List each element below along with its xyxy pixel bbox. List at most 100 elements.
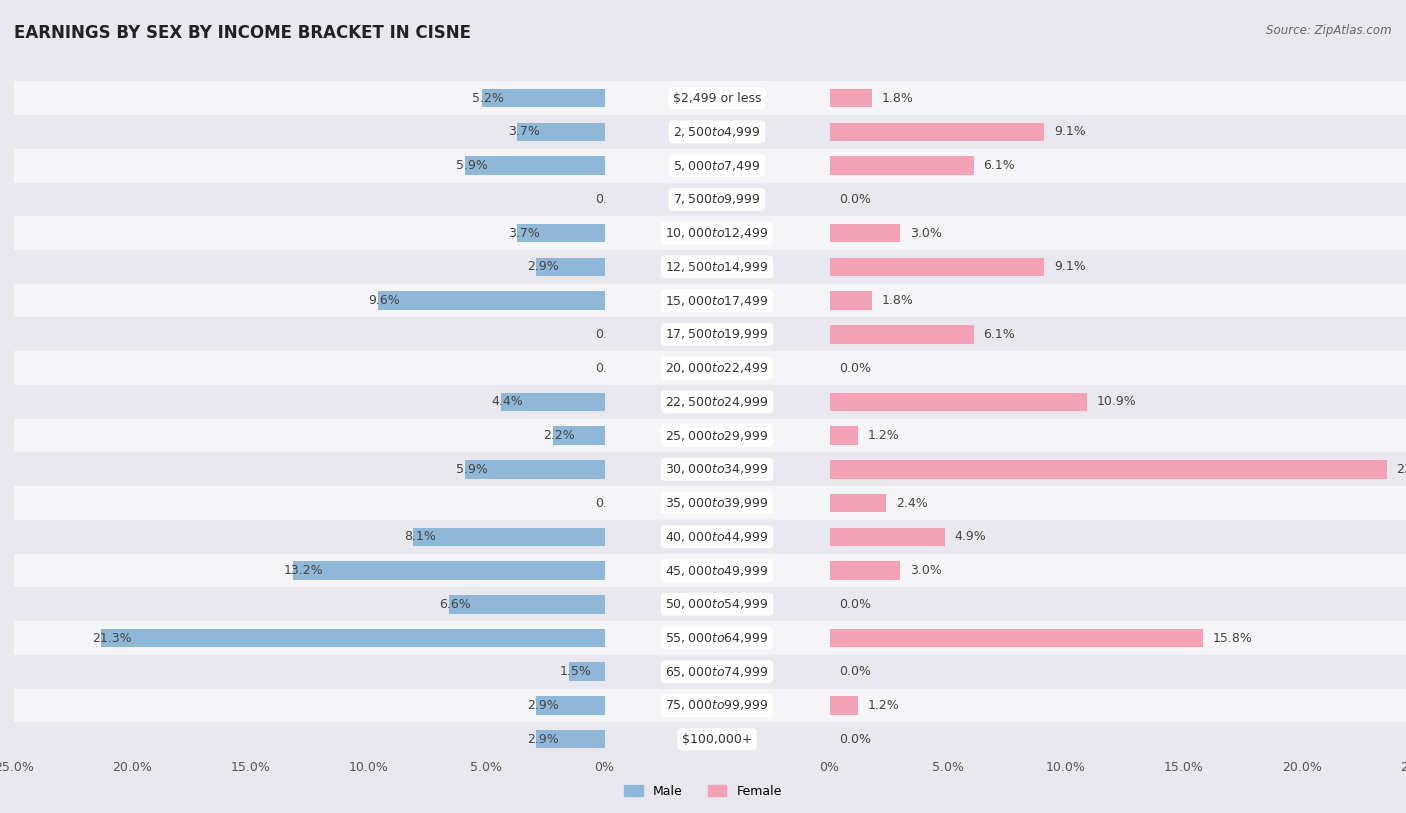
Text: 1.8%: 1.8% bbox=[882, 92, 914, 105]
Bar bbox=[830, 149, 1406, 182]
Bar bbox=[830, 520, 1406, 554]
Text: $10,000 to $12,499: $10,000 to $12,499 bbox=[665, 226, 769, 240]
Text: 1.2%: 1.2% bbox=[868, 699, 898, 712]
Bar bbox=[830, 317, 1406, 351]
Bar bbox=[605, 554, 830, 587]
Bar bbox=[605, 182, 830, 216]
Text: $75,000 to $99,999: $75,000 to $99,999 bbox=[665, 698, 769, 712]
Text: 23.6%: 23.6% bbox=[1396, 463, 1406, 476]
Bar bbox=[465, 156, 605, 175]
Bar bbox=[536, 730, 605, 749]
Bar bbox=[14, 284, 605, 317]
Bar bbox=[830, 452, 1406, 486]
Bar bbox=[605, 351, 830, 385]
Bar bbox=[830, 628, 1202, 647]
Bar bbox=[378, 291, 605, 310]
Text: 9.1%: 9.1% bbox=[1054, 125, 1085, 138]
Bar bbox=[830, 351, 1406, 385]
Text: 0.0%: 0.0% bbox=[595, 193, 627, 206]
Bar bbox=[830, 621, 1406, 655]
Text: $25,000 to $29,999: $25,000 to $29,999 bbox=[665, 428, 769, 442]
Bar bbox=[830, 587, 1406, 621]
Bar bbox=[605, 520, 830, 554]
Bar bbox=[14, 520, 605, 554]
Text: 6.1%: 6.1% bbox=[983, 159, 1015, 172]
Bar bbox=[605, 587, 830, 621]
Bar bbox=[605, 722, 830, 756]
Text: 10.9%: 10.9% bbox=[1097, 395, 1136, 408]
Bar bbox=[482, 89, 605, 107]
Bar bbox=[536, 258, 605, 276]
Bar bbox=[830, 493, 886, 512]
Bar bbox=[14, 554, 605, 587]
Text: $15,000 to $17,499: $15,000 to $17,499 bbox=[665, 293, 769, 307]
Bar bbox=[14, 115, 605, 149]
Bar bbox=[605, 149, 830, 182]
Text: 5.9%: 5.9% bbox=[456, 463, 488, 476]
Text: $7,500 to $9,999: $7,500 to $9,999 bbox=[673, 193, 761, 207]
Bar bbox=[517, 224, 605, 242]
Text: 2.9%: 2.9% bbox=[527, 733, 558, 746]
Bar bbox=[517, 123, 605, 141]
Bar bbox=[605, 486, 830, 520]
Bar bbox=[14, 351, 605, 385]
Text: Source: ZipAtlas.com: Source: ZipAtlas.com bbox=[1267, 24, 1392, 37]
Text: 0.0%: 0.0% bbox=[595, 497, 627, 510]
Text: $22,500 to $24,999: $22,500 to $24,999 bbox=[665, 395, 769, 409]
Text: $12,500 to $14,999: $12,500 to $14,999 bbox=[665, 260, 769, 274]
Text: $100,000+: $100,000+ bbox=[682, 733, 752, 746]
Bar bbox=[14, 182, 605, 216]
Text: 8.1%: 8.1% bbox=[404, 530, 436, 543]
Bar bbox=[830, 123, 1045, 141]
Bar bbox=[605, 655, 830, 689]
Text: 9.1%: 9.1% bbox=[1054, 260, 1085, 273]
Text: $35,000 to $39,999: $35,000 to $39,999 bbox=[665, 496, 769, 510]
Bar bbox=[569, 663, 605, 681]
Text: 4.4%: 4.4% bbox=[491, 395, 523, 408]
Bar bbox=[14, 486, 605, 520]
Text: 0.0%: 0.0% bbox=[839, 362, 870, 375]
Text: 2.2%: 2.2% bbox=[543, 429, 575, 442]
Bar bbox=[605, 385, 830, 419]
Text: 5.9%: 5.9% bbox=[456, 159, 488, 172]
Bar bbox=[605, 284, 830, 317]
Legend: Male, Female: Male, Female bbox=[619, 780, 787, 802]
Bar bbox=[14, 250, 605, 284]
Bar bbox=[553, 426, 605, 445]
Text: 3.7%: 3.7% bbox=[508, 227, 540, 240]
Text: $45,000 to $49,999: $45,000 to $49,999 bbox=[665, 563, 769, 577]
Bar bbox=[605, 621, 830, 655]
Bar bbox=[292, 561, 605, 580]
Text: $30,000 to $34,999: $30,000 to $34,999 bbox=[665, 463, 769, 476]
Text: 6.1%: 6.1% bbox=[983, 328, 1015, 341]
Text: 0.0%: 0.0% bbox=[595, 362, 627, 375]
Bar bbox=[830, 528, 945, 546]
Text: 0.0%: 0.0% bbox=[839, 598, 870, 611]
Bar bbox=[605, 419, 830, 452]
Bar bbox=[830, 419, 1406, 452]
Bar bbox=[830, 486, 1406, 520]
Bar bbox=[830, 696, 858, 715]
Bar bbox=[605, 250, 830, 284]
Bar bbox=[14, 452, 605, 486]
Bar bbox=[830, 258, 1045, 276]
Bar bbox=[605, 115, 830, 149]
Bar bbox=[830, 284, 1406, 317]
Bar bbox=[14, 722, 605, 756]
Text: 13.2%: 13.2% bbox=[284, 564, 323, 577]
Text: 5.2%: 5.2% bbox=[472, 92, 505, 105]
Bar bbox=[14, 689, 605, 722]
Text: 9.6%: 9.6% bbox=[368, 294, 401, 307]
Text: $55,000 to $64,999: $55,000 to $64,999 bbox=[665, 631, 769, 645]
Text: 2.9%: 2.9% bbox=[527, 260, 558, 273]
Text: EARNINGS BY SEX BY INCOME BRACKET IN CISNE: EARNINGS BY SEX BY INCOME BRACKET IN CIS… bbox=[14, 24, 471, 42]
Text: 1.5%: 1.5% bbox=[560, 665, 592, 678]
Text: 0.0%: 0.0% bbox=[839, 665, 870, 678]
Text: 2.4%: 2.4% bbox=[896, 497, 928, 510]
Bar bbox=[830, 182, 1406, 216]
Bar bbox=[830, 156, 973, 175]
Bar bbox=[830, 460, 1386, 479]
Bar bbox=[465, 460, 605, 479]
Text: 2.9%: 2.9% bbox=[527, 699, 558, 712]
Text: $20,000 to $22,499: $20,000 to $22,499 bbox=[665, 361, 769, 375]
